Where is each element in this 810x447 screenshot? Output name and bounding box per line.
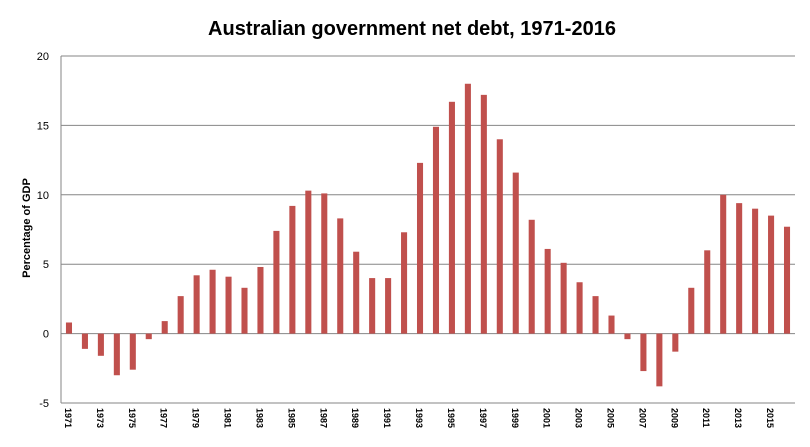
bar-2011 bbox=[704, 250, 711, 334]
x-tick-label: 2007 bbox=[637, 408, 647, 428]
x-tick-label: 2011 bbox=[701, 408, 711, 428]
bar-2010 bbox=[688, 287, 695, 334]
x-tick-label: 1989 bbox=[350, 408, 360, 428]
x-tick-label: 2001 bbox=[542, 408, 552, 428]
bar-1987 bbox=[321, 193, 328, 334]
bar-2002 bbox=[560, 262, 567, 334]
bar-1977 bbox=[161, 321, 168, 334]
bar-1989 bbox=[353, 251, 360, 334]
bar-1988 bbox=[337, 218, 344, 334]
bar-1976 bbox=[145, 333, 152, 340]
bar-1995 bbox=[448, 101, 455, 334]
bar-2007 bbox=[640, 333, 647, 372]
bar-1982 bbox=[241, 287, 248, 334]
bar-1980 bbox=[209, 269, 216, 334]
bar-1971 bbox=[65, 322, 73, 334]
bar-2001 bbox=[544, 248, 551, 334]
bar-2014 bbox=[752, 208, 759, 334]
y-tick-label: -5 bbox=[39, 398, 49, 410]
y-tick-label: 15 bbox=[37, 120, 49, 132]
bar-1986 bbox=[305, 190, 312, 334]
bar-1990 bbox=[369, 278, 376, 334]
x-tick-label: 1983 bbox=[254, 408, 264, 428]
bar-2015 bbox=[768, 215, 775, 334]
x-tick-label: 1997 bbox=[478, 408, 488, 428]
bar-2000 bbox=[528, 219, 535, 334]
bar-1997 bbox=[480, 94, 487, 334]
bar-2013 bbox=[736, 203, 743, 334]
y-tick-label: 0 bbox=[43, 329, 49, 341]
bar-2004 bbox=[592, 296, 599, 334]
bar-2006 bbox=[624, 333, 631, 340]
x-tick-label: 1991 bbox=[382, 408, 392, 428]
x-tick-label: 2009 bbox=[669, 408, 679, 428]
y-tick-label: 10 bbox=[37, 190, 49, 202]
x-tick-label: 1987 bbox=[318, 408, 328, 428]
x-tick-label: 1973 bbox=[95, 408, 105, 428]
bar-2009 bbox=[672, 333, 679, 352]
bar-2005 bbox=[608, 315, 615, 334]
bar-2012 bbox=[720, 194, 727, 334]
x-tick-label: 1979 bbox=[191, 408, 201, 428]
y-tick-label: 5 bbox=[43, 259, 49, 271]
bar-1994 bbox=[432, 126, 440, 334]
x-tick-label: 2003 bbox=[574, 408, 584, 428]
y-axis-label: Percentage of GDP bbox=[21, 178, 33, 278]
y-tick-label: 20 bbox=[37, 51, 49, 63]
x-tick-label: 1981 bbox=[223, 408, 233, 428]
x-tick-label: 1993 bbox=[414, 408, 424, 428]
bar-1985 bbox=[289, 205, 296, 334]
x-tick-label: 2015 bbox=[765, 408, 775, 428]
x-tick-label: 1977 bbox=[159, 408, 169, 428]
bar-1978 bbox=[177, 296, 184, 334]
x-tick-label: 1985 bbox=[286, 408, 296, 428]
bar-1974 bbox=[113, 333, 120, 376]
x-tick-label: 1995 bbox=[446, 408, 456, 428]
bar-1983 bbox=[257, 266, 264, 334]
bar-1979 bbox=[193, 275, 200, 334]
bar-1984 bbox=[273, 230, 280, 334]
x-tick-label: 2013 bbox=[733, 408, 743, 428]
bar-1998 bbox=[496, 139, 503, 334]
bar-1992 bbox=[401, 232, 408, 334]
bar-1996 bbox=[464, 83, 471, 334]
bar-1973 bbox=[97, 333, 104, 356]
x-tick-label: 1971 bbox=[63, 408, 73, 428]
bar-1972 bbox=[81, 333, 88, 349]
bar-1975 bbox=[129, 333, 136, 370]
bar-1991 bbox=[385, 278, 392, 334]
bar-2016 bbox=[783, 226, 791, 334]
chart-title: Australian government net debt, 1971-201… bbox=[208, 18, 616, 40]
bar-2003 bbox=[576, 282, 583, 334]
bar-1999 bbox=[512, 172, 519, 334]
x-tick-label: 1975 bbox=[127, 408, 137, 428]
bar-1993 bbox=[416, 162, 424, 334]
bar-2008 bbox=[656, 333, 663, 387]
x-tick-label: 1999 bbox=[510, 408, 520, 428]
y-axis-ticks: -5 0 5 10 15 20 bbox=[37, 51, 49, 410]
bar-1981 bbox=[225, 276, 232, 334]
x-axis-ticks: 1971 1973 1975 1977 1979 1981 1983 1985 1987 1989… bbox=[63, 408, 775, 428]
x-tick-label: 2005 bbox=[606, 408, 616, 428]
bars bbox=[65, 83, 791, 387]
